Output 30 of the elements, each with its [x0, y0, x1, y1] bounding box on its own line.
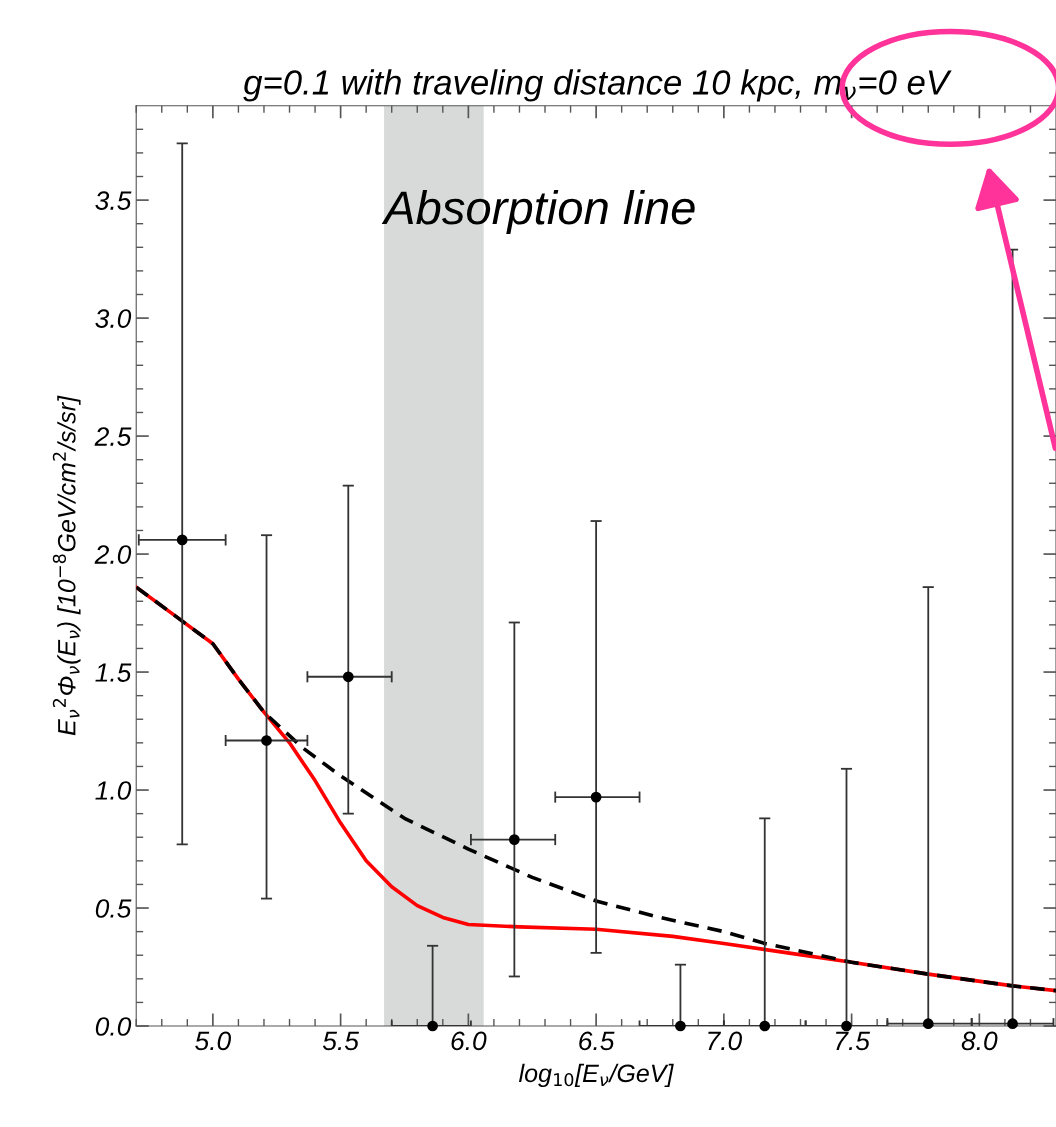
point — [509, 834, 520, 845]
point — [1007, 1018, 1018, 1030]
y-tick-label: 1.0 — [95, 781, 132, 800]
x-tick-label: 5.5 — [322, 1031, 360, 1051]
point — [261, 735, 272, 746]
point — [841, 1020, 852, 1032]
x-tick-label: 8.0 — [961, 1031, 998, 1051]
point — [176, 534, 188, 546]
line-series — [136, 585, 1056, 993]
x-tick-label: 6.0 — [451, 1031, 487, 1051]
y-tick-label: 3.5 — [95, 191, 132, 210]
y-tick-label: 3.0 — [95, 309, 132, 328]
y-tick-label: 2.5 — [94, 427, 132, 446]
x-tick-label: 7.0 — [708, 1031, 742, 1051]
point — [675, 1020, 686, 1032]
y-tick-label: 0.5 — [95, 899, 132, 918]
x-tick-label: 7.5 — [836, 1031, 871, 1051]
y-tick-label: 1.5 — [95, 663, 132, 682]
y-tick-label: 0.0 — [95, 1017, 132, 1036]
text: E$_{ν}$$^{2}$Φ$_{ν}$(E$_{ν}$) [10$^{−8}$GeV/cm$^{2}$/s/sr] — [52, 395, 81, 736]
point — [590, 791, 602, 803]
y-tick-label: 2.0 — [94, 545, 132, 564]
x-tick-label: 5.0 — [195, 1031, 231, 1051]
x-axis-title: log$_{10}$[E$_{ν}$/GeV] — [519, 1063, 674, 1088]
point — [342, 671, 354, 683]
point — [427, 1020, 438, 1032]
x-tick-label: 6.5 — [579, 1031, 615, 1051]
point — [759, 1020, 771, 1032]
point — [922, 1018, 934, 1030]
band-label: Absorption line — [381, 189, 695, 234]
